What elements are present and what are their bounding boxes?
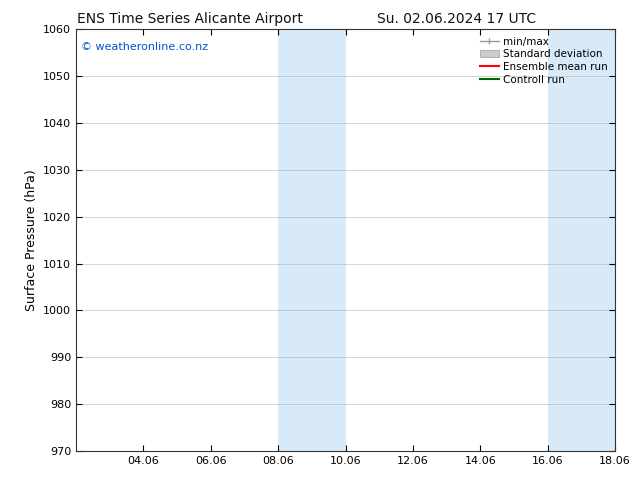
- Text: © weatheronline.co.nz: © weatheronline.co.nz: [81, 42, 209, 52]
- Text: ENS Time Series Alicante Airport: ENS Time Series Alicante Airport: [77, 12, 303, 26]
- Y-axis label: Surface Pressure (hPa): Surface Pressure (hPa): [25, 169, 37, 311]
- Bar: [548, 29, 615, 451]
- Text: Su. 02.06.2024 17 UTC: Su. 02.06.2024 17 UTC: [377, 12, 536, 26]
- Legend: min/max, Standard deviation, Ensemble mean run, Controll run: min/max, Standard deviation, Ensemble me…: [476, 32, 612, 89]
- Bar: [278, 29, 346, 451]
